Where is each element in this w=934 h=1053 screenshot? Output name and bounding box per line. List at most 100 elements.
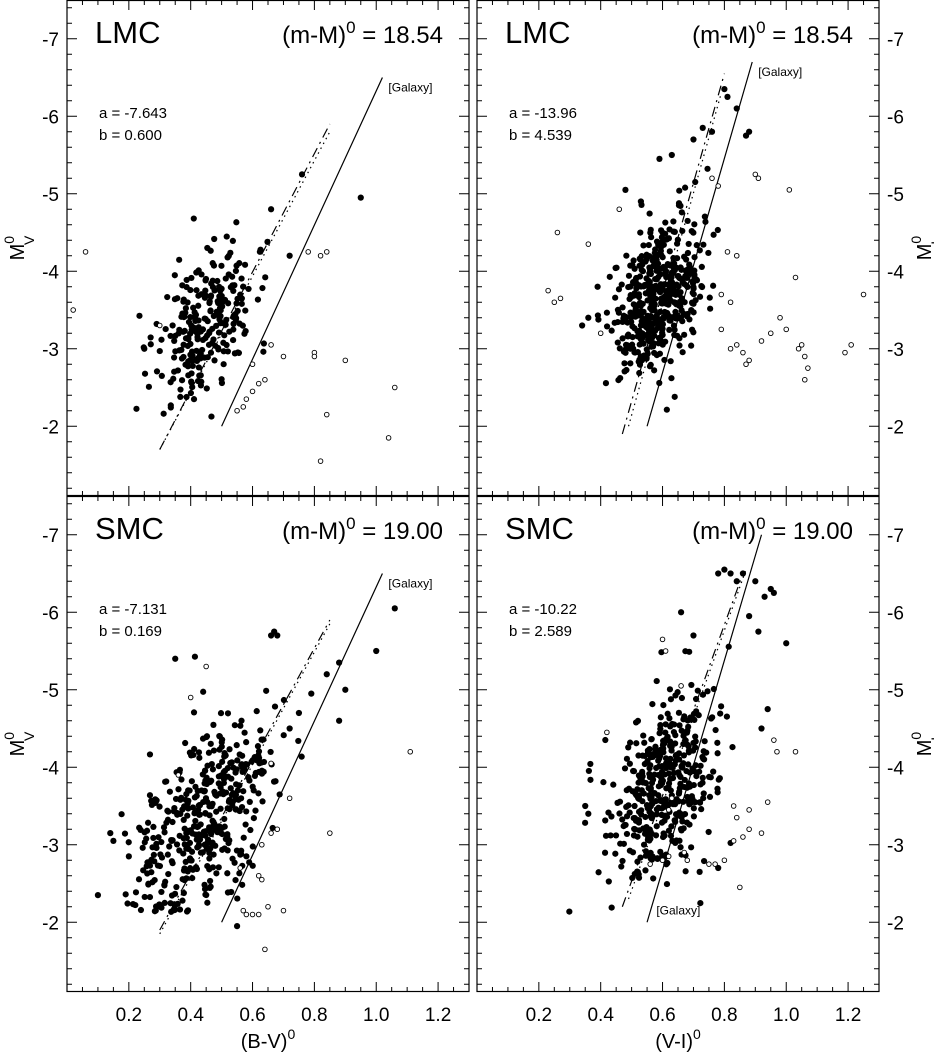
- data-point-filled: [623, 787, 630, 794]
- data-point-filled: [240, 788, 247, 795]
- data-point-open: [268, 760, 274, 767]
- data-point-filled: [196, 352, 204, 359]
- data-point-filled: [215, 864, 222, 871]
- data-point-filled: [187, 340, 194, 348]
- panel-top-left: -2 -3 -4 -5 -6 -7 M0 V LMC (m-M)0 = 18.54 a = -7.6…: [1, 0, 470, 497]
- data-point-open: [755, 175, 762, 181]
- data-point-filled: [627, 360, 634, 367]
- panel-top-right: -2 -3 -4 -5 -6 -7 M0I LMC (m-M)0 = 18.54 a = -13.…: [476, 0, 934, 497]
- data-point-open: [774, 749, 780, 755]
- data-point-filled: [295, 709, 303, 717]
- data-point-filled: [237, 851, 244, 858]
- data-point-filled: [221, 815, 228, 823]
- data-point-filled: [167, 402, 174, 409]
- data-point-filled: [662, 796, 669, 803]
- data-point-filled: [664, 859, 671, 867]
- data-point-open: [317, 458, 324, 464]
- data-point-filled: [195, 324, 202, 331]
- data-point-filled: [162, 325, 169, 333]
- data-point-filled: [683, 274, 690, 282]
- data-point-filled: [188, 274, 195, 282]
- data-point-open: [262, 946, 268, 953]
- data-point-filled: [144, 819, 152, 826]
- data-point-filled: [635, 779, 642, 786]
- data-point-filled: [179, 897, 186, 904]
- data-point-filled: [124, 900, 131, 907]
- data-point-filled: [661, 803, 668, 810]
- data-point-filled: [185, 797, 192, 804]
- data-point-filled: [666, 313, 673, 320]
- data-point-filled: [678, 727, 685, 734]
- data-point-filled: [226, 806, 233, 813]
- data-point-filled: [627, 345, 634, 352]
- data-point-filled: [695, 712, 702, 719]
- data-point-filled: [135, 876, 143, 883]
- data-point-filled: [188, 778, 195, 785]
- data-point-open: [311, 353, 318, 360]
- data-point-filled: [677, 264, 684, 271]
- data-point-filled: [146, 893, 154, 901]
- data-point-filled: [654, 855, 661, 862]
- data-point-filled: [237, 722, 244, 729]
- data-point-filled: [651, 367, 658, 374]
- data-point-filled: [699, 774, 706, 781]
- data-point-open: [268, 830, 274, 836]
- data-point-filled: [280, 696, 288, 704]
- data-point-filled: [648, 736, 655, 743]
- data-point-filled: [669, 764, 676, 771]
- data-point-filled: [616, 810, 623, 817]
- data-point-open: [771, 737, 777, 743]
- data-point-filled: [682, 184, 689, 191]
- data-point-filled: [630, 832, 638, 839]
- data-point-open: [792, 749, 799, 755]
- data-point-filled: [638, 811, 645, 818]
- data-point-filled: [661, 771, 668, 778]
- data-point-filled: [627, 292, 634, 299]
- data-point-filled: [195, 317, 202, 324]
- data-point-filled: [206, 328, 213, 335]
- data-point-filled: [257, 246, 264, 253]
- data-point-filled: [196, 811, 203, 818]
- data-point-filled: [298, 171, 306, 178]
- data-point-filled: [141, 829, 148, 836]
- data-point-filled: [336, 659, 343, 666]
- relation-line-dotted: [159, 623, 331, 935]
- data-point-filled: [167, 379, 174, 386]
- data-point-filled: [704, 688, 711, 695]
- data-point-filled: [336, 717, 343, 724]
- data-point-open: [255, 873, 262, 879]
- data-point-filled: [662, 338, 669, 345]
- data-point-filled: [643, 255, 650, 263]
- data-point-filled: [183, 276, 190, 284]
- data-point-filled: [755, 628, 762, 635]
- data-point-filled: [646, 751, 653, 758]
- data-point-filled: [626, 847, 633, 854]
- data-point-filled: [635, 291, 643, 298]
- data-point-filled: [184, 299, 191, 306]
- data-point-open: [327, 830, 333, 836]
- data-point-filled: [248, 758, 255, 765]
- data-point-filled: [675, 798, 682, 805]
- data-point-filled: [158, 336, 165, 343]
- data-point-filled: [697, 781, 704, 788]
- data-point-filled: [191, 653, 199, 660]
- data-point-filled: [267, 748, 274, 756]
- data-point-filled: [188, 379, 195, 386]
- data-point-filled: [234, 757, 241, 764]
- data-point-filled: [136, 312, 143, 319]
- data-point-filled: [202, 832, 209, 839]
- data-point-filled: [216, 824, 223, 831]
- data-point-filled: [648, 811, 656, 819]
- data-point-filled: [189, 830, 196, 837]
- data-point-filled: [629, 334, 636, 341]
- data-point-filled: [700, 241, 707, 248]
- data-point-filled: [220, 339, 227, 346]
- data-point-filled: [594, 283, 601, 290]
- data-point-filled: [636, 273, 644, 280]
- data-point-filled: [233, 923, 241, 930]
- data-point-filled: [661, 308, 668, 316]
- data-point-filled: [617, 840, 624, 847]
- data-point-filled: [683, 767, 690, 775]
- data-point-open: [249, 388, 256, 395]
- data-point-filled: [682, 256, 690, 263]
